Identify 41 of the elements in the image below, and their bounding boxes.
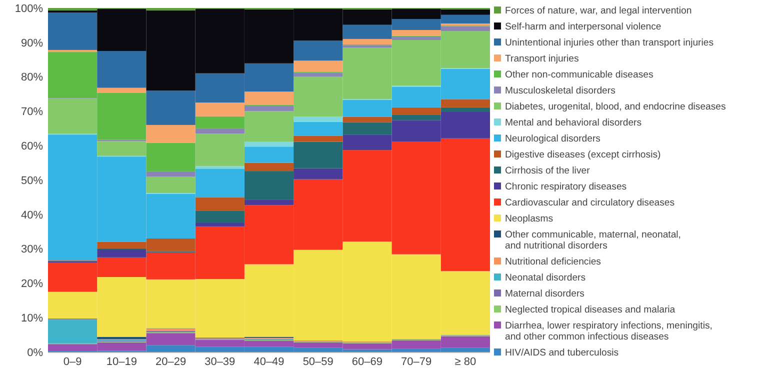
legend-label: Neonatal disorders (505, 272, 586, 284)
legend-label: Nutritional deficiencies (505, 256, 602, 268)
y-tick-label: 20% (20, 278, 44, 290)
y-tick-label: 60% (20, 140, 44, 152)
x-tick-label: 40–49 (254, 356, 284, 368)
legend-label: Diarrhea, lower respiratory infections, meningitis, and other common infectious diseases (505, 320, 712, 342)
legend-label: Cirrhosis of the liver (505, 165, 591, 176)
legend-label: Other communicable, maternal, neonatal, and nutritional disorders (505, 229, 681, 252)
legend-label: Chronic respiratory diseases (505, 181, 627, 192)
x-tick-label: 10–19 (106, 356, 137, 368)
y-tick-label: 30% (20, 244, 44, 256)
legend-label: Unintentional injuries other than transport injuries (505, 37, 714, 48)
legend-label: Neurological disorders (505, 133, 601, 144)
y-tick-label: 40% (20, 209, 44, 222)
x-tick-label: 70–79 (401, 356, 432, 368)
legend-label: Digestive diseases (except cirrhosis) (505, 149, 661, 160)
x-tick-label: ≥ 80 (454, 356, 476, 368)
y-tick-label: 90% (20, 37, 44, 50)
x-tick-label: 30–39 (204, 356, 236, 368)
y-tick-label: 10% (20, 312, 44, 324)
legend-label: Musculoskeletal disorders (505, 85, 616, 96)
y-tick-label: 80% (20, 72, 44, 84)
x-tick-label: 0–9 (63, 356, 82, 368)
legend-label: Self-harm and interpersonal violence (505, 21, 662, 32)
legend-label: HIV/AIDS and tuberculosis (505, 347, 619, 358)
x-tick-label: 60–69 (352, 356, 383, 368)
x-tick-label: 50–59 (302, 356, 334, 368)
y-tick-label: 50% (20, 174, 44, 187)
legend-label: Cardiovascular and circulatory diseases (505, 197, 675, 208)
legend-label: Maternal disorders (505, 288, 585, 300)
y-tick-label: 70% (20, 106, 44, 118)
y-tick-label: 100% (14, 2, 44, 15)
legend-label: Neglected tropical diseases and malaria (505, 304, 676, 316)
legend-label: Other non-communicable diseases (505, 69, 654, 80)
legend-label: Forces of nature, war, and legal intervention (505, 5, 692, 16)
legend-label: Diabetes, urogenital, blood, and endocrine diseases (505, 101, 726, 112)
legend-label: Neoplasms (505, 213, 554, 224)
legend-label: Transport injuries (505, 53, 579, 64)
y-tick-label: 0% (27, 346, 44, 359)
x-tick-label: 20–29 (155, 356, 186, 368)
legend-label: Mental and behavioral disorders (505, 117, 642, 128)
